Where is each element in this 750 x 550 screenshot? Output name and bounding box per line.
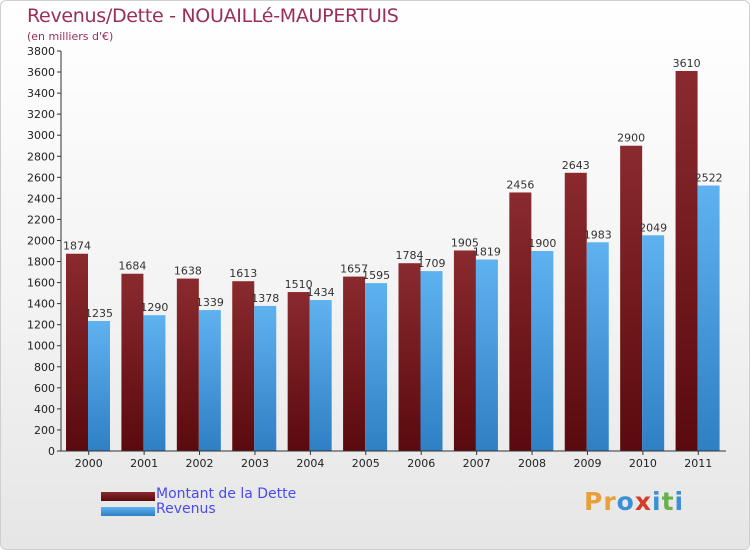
y-tick-label: 2400 bbox=[27, 192, 55, 205]
data-label: 2522 bbox=[695, 172, 723, 185]
logo-letter: r bbox=[603, 487, 617, 516]
x-tick-label: 2008 bbox=[518, 457, 546, 470]
x-tick-label: 2010 bbox=[629, 457, 657, 470]
bar-dette bbox=[66, 253, 88, 451]
y-tick-label: 2000 bbox=[27, 234, 55, 247]
y-tick-label: 0 bbox=[48, 445, 55, 458]
bar-revenus bbox=[697, 185, 720, 452]
logo-letter: i bbox=[674, 487, 685, 516]
bar-dette bbox=[232, 281, 255, 451]
bar-revenus bbox=[475, 259, 498, 451]
y-tick-label: 3200 bbox=[27, 108, 55, 121]
legend-swatch-dette bbox=[101, 492, 155, 501]
x-tick-label: 2003 bbox=[241, 457, 269, 470]
bar-revenus bbox=[143, 315, 166, 451]
y-tick-label: 1200 bbox=[27, 319, 55, 332]
data-label: 1709 bbox=[418, 257, 446, 270]
data-label: 1339 bbox=[196, 296, 224, 309]
data-label: 1378 bbox=[251, 292, 279, 305]
bar-dette bbox=[620, 145, 643, 451]
y-tick-label: 2800 bbox=[27, 150, 55, 163]
y-tick-label: 800 bbox=[34, 361, 55, 374]
data-label: 1290 bbox=[140, 301, 168, 314]
proxiti-logo: Proxiti bbox=[584, 487, 684, 516]
bar-revenus bbox=[88, 321, 110, 451]
data-label: 2643 bbox=[562, 159, 590, 172]
bar-revenus bbox=[642, 235, 665, 451]
data-label: 3610 bbox=[673, 57, 701, 70]
bar-revenus bbox=[420, 271, 443, 451]
bar-revenus bbox=[309, 300, 332, 451]
data-label: 1900 bbox=[528, 237, 556, 250]
y-tick-label: 3800 bbox=[27, 45, 55, 58]
bar-revenus bbox=[254, 305, 277, 451]
data-label: 1595 bbox=[362, 269, 390, 282]
y-tick-label: 1000 bbox=[27, 340, 55, 353]
bar-revenus bbox=[198, 310, 221, 451]
data-label: 1983 bbox=[584, 228, 612, 241]
data-label: 1510 bbox=[285, 278, 313, 291]
x-tick-label: 2006 bbox=[407, 457, 435, 470]
data-label: 1819 bbox=[473, 246, 501, 259]
bar-dette bbox=[121, 273, 144, 451]
legend-label-dette: Montant de la Dette bbox=[156, 486, 297, 502]
data-label: 2900 bbox=[617, 132, 645, 145]
bar-dette bbox=[398, 263, 421, 451]
x-tick-label: 2001 bbox=[130, 457, 158, 470]
bar-revenus bbox=[531, 251, 554, 451]
x-tick-label: 2011 bbox=[684, 457, 712, 470]
bar-dette bbox=[453, 250, 476, 451]
data-label: 1638 bbox=[174, 265, 202, 278]
data-label: 1613 bbox=[229, 267, 257, 280]
y-tick-label: 1800 bbox=[27, 256, 55, 269]
bar-dette bbox=[675, 71, 698, 451]
x-tick-label: 2002 bbox=[186, 457, 214, 470]
chart-subtitle: (en milliers d'€) bbox=[27, 30, 114, 43]
bar-dette bbox=[509, 192, 532, 451]
x-tick-label: 2009 bbox=[573, 457, 601, 470]
data-label: 1235 bbox=[85, 307, 113, 320]
data-label: 1874 bbox=[63, 240, 91, 253]
y-tick-label: 2200 bbox=[27, 213, 55, 226]
x-tick-label: 2007 bbox=[463, 457, 491, 470]
logo-letter: t bbox=[661, 487, 675, 516]
data-label: 1905 bbox=[451, 236, 479, 249]
bar-revenus bbox=[365, 283, 388, 451]
x-tick-label: 2000 bbox=[75, 457, 103, 470]
y-tick-label: 600 bbox=[34, 382, 55, 395]
logo-letter: i bbox=[652, 487, 662, 516]
data-label: 2456 bbox=[506, 178, 534, 191]
y-tick-label: 400 bbox=[34, 403, 55, 416]
y-tick-label: 3000 bbox=[27, 129, 55, 142]
bar-dette bbox=[176, 278, 199, 451]
bar-dette bbox=[343, 276, 366, 451]
bar-revenus bbox=[586, 242, 609, 451]
y-tick-label: 1400 bbox=[27, 298, 55, 311]
x-tick-label: 2004 bbox=[296, 457, 324, 470]
logo-letter: P bbox=[584, 487, 604, 516]
y-tick-label: 1600 bbox=[27, 277, 55, 290]
data-label: 2049 bbox=[639, 221, 667, 234]
data-label: 1684 bbox=[118, 260, 146, 273]
bar-dette bbox=[287, 292, 310, 451]
y-tick-label: 2600 bbox=[27, 171, 55, 184]
legend-swatch-revenus bbox=[101, 507, 155, 516]
data-label: 1434 bbox=[307, 286, 335, 299]
logo-letter: o bbox=[616, 487, 635, 516]
x-axis: 2000 2001 2002 2003 2004 2005 2006 2007 2008 2009… bbox=[61, 450, 726, 470]
y-tick-label: 3400 bbox=[27, 87, 55, 100]
y-tick-label: 200 bbox=[34, 424, 55, 437]
bar-dette bbox=[564, 172, 587, 451]
legend-label-revenus: Revenus bbox=[156, 501, 216, 517]
y-tick-label: 3600 bbox=[27, 66, 55, 79]
logo-letter: x bbox=[634, 487, 652, 516]
bars: 1874 1235 1684 1290 1638 1339 1613 1378 15101434… bbox=[63, 57, 723, 452]
y-axis: 0 200 400 600 800 1000 1200 1400 1600 1800 2000 220… bbox=[27, 45, 62, 458]
chart-title: Revenus/Dette - NOUAILLé-MAUPERTUIS bbox=[27, 5, 399, 27]
data-label: 1784 bbox=[396, 249, 424, 262]
x-tick-label: 2005 bbox=[352, 457, 380, 470]
data-label: 1657 bbox=[340, 263, 368, 276]
